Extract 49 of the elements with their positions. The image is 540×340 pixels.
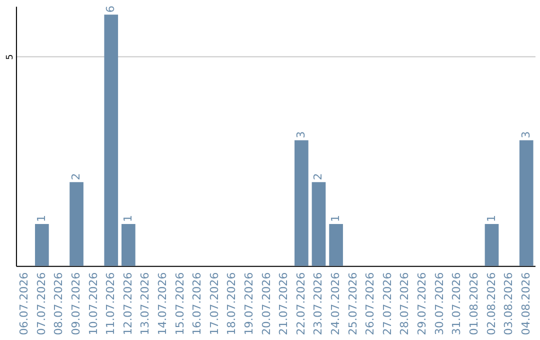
x-tick-label: 24.07.2026 [329, 272, 342, 336]
x-tick-label: 19.07.2026 [242, 272, 256, 336]
x-tick-label: 07.07.2026 [34, 272, 48, 336]
x-tick-label: 06.07.2026 [18, 272, 31, 336]
bar [294, 140, 308, 266]
x-tick-label: 23.07.2026 [312, 272, 325, 336]
data-label: 2 [70, 173, 83, 180]
x-tick-label: 11.07.2026 [104, 272, 118, 336]
x-tick-label: 20.07.2026 [260, 272, 273, 336]
data-label: 1 [34, 214, 48, 222]
data-label: 1 [329, 214, 342, 222]
data-label: 1 [484, 214, 498, 222]
x-tick-label: 09.07.2026 [70, 272, 83, 336]
x-tick-label: 08.07.2026 [52, 272, 66, 336]
x-tick-label: 31.07.2026 [450, 272, 464, 336]
x-tick-label: 01.08.2026 [467, 272, 480, 336]
bar [70, 182, 84, 266]
x-tick-label: 30.07.2026 [432, 272, 446, 336]
x-tick-label: 21.07.2026 [277, 272, 290, 336]
x-tick-label: 15.07.2026 [173, 272, 186, 336]
x-tick-label: 26.07.2026 [364, 272, 377, 336]
data-label: 1 [121, 214, 134, 222]
bar [484, 224, 499, 266]
bar [122, 224, 136, 266]
x-tick-label: 27.07.2026 [380, 272, 394, 336]
data-label: 3 [294, 131, 308, 138]
x-tick-label: 16.07.2026 [190, 272, 204, 336]
x-tick-label: 18.07.2026 [225, 272, 238, 336]
x-tick-label: 25.07.2026 [346, 272, 360, 336]
y-tick-label: 5 [5, 54, 16, 60]
bar [329, 224, 343, 266]
x-tick-label: 12.07.2026 [121, 272, 134, 336]
x-tick-label: 04.08.2026 [519, 272, 532, 336]
bar [104, 14, 118, 266]
x-tick-label: 22.07.2026 [294, 272, 308, 336]
x-tick-label: 03.08.2026 [502, 272, 516, 336]
x-tick-label: 14.07.2026 [156, 272, 170, 336]
x-tick-label: 28.07.2026 [398, 272, 412, 336]
bar [35, 224, 49, 266]
x-tick-label: 29.07.2026 [416, 272, 429, 336]
x-tick-label: 17.07.2026 [208, 272, 221, 336]
data-label: 6 [104, 6, 118, 13]
data-label: 2 [312, 173, 325, 180]
bar [312, 182, 326, 266]
bar [519, 140, 534, 266]
data-label: 3 [519, 131, 532, 138]
x-tick-label: 10.07.2026 [86, 272, 100, 336]
x-tick-label: 13.07.2026 [138, 272, 152, 336]
x-tick-label: 02.08.2026 [484, 272, 498, 336]
